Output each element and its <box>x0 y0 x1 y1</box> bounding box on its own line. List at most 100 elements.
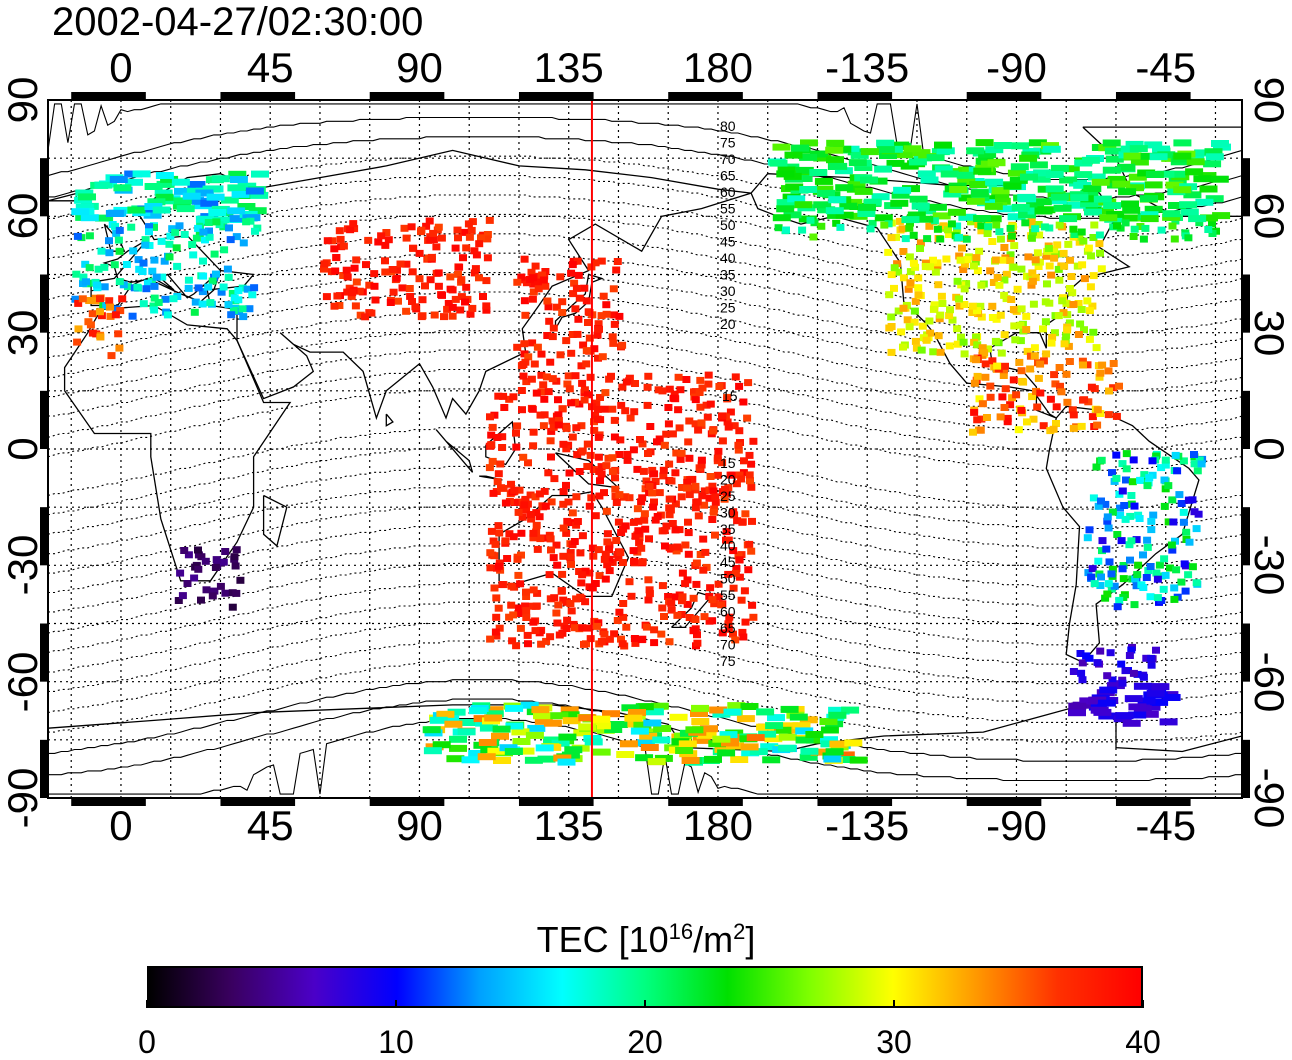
tec-cell <box>933 259 942 267</box>
tec-cell <box>534 717 553 725</box>
tec-cell <box>558 405 567 413</box>
tec-cell <box>323 237 332 245</box>
tec-cell <box>489 489 498 497</box>
tec-cell <box>676 455 685 463</box>
tec-cell <box>735 573 744 581</box>
tec-cell <box>1031 274 1040 282</box>
tec-cell <box>519 361 528 368</box>
tec-cell <box>1188 496 1197 504</box>
tec-cell <box>601 389 610 397</box>
tec-cell <box>597 257 606 265</box>
tec-cell <box>578 532 587 540</box>
tec-cell <box>545 317 554 325</box>
tec-cell <box>850 151 869 159</box>
contour-label: 25 <box>720 300 736 316</box>
axis-tick-label: 0 <box>0 437 46 461</box>
tec-cell <box>724 423 733 431</box>
tec-cell <box>619 493 628 501</box>
tec-cell <box>1097 497 1105 505</box>
tec-cell <box>139 259 148 267</box>
tec-cell <box>534 278 542 286</box>
tec-cell <box>1156 170 1175 178</box>
tec-cell <box>150 223 158 231</box>
tec-cell <box>662 430 671 438</box>
tec-cell <box>992 256 1000 264</box>
tec-cell <box>691 420 700 428</box>
tec-cell <box>1190 451 1198 458</box>
contour-label: 55 <box>720 201 736 217</box>
tec-cell <box>887 271 896 279</box>
tec-cell <box>1085 335 1094 343</box>
tec-cell <box>704 371 713 379</box>
tec-cell <box>339 272 348 279</box>
tec-cell <box>190 574 199 582</box>
tec-cell <box>911 202 930 210</box>
tec-cell <box>698 384 707 392</box>
tec-cell <box>118 295 127 303</box>
tec-cell <box>546 633 555 641</box>
tec-cell <box>1052 403 1061 411</box>
tec-cell <box>605 635 614 643</box>
tec-cell <box>968 309 977 316</box>
tec-cell <box>160 257 169 265</box>
tec-cell <box>224 301 233 309</box>
tec-cell <box>1059 215 1078 223</box>
tec-cell <box>684 529 693 537</box>
tec-cell <box>868 219 877 227</box>
tec-cell <box>774 224 783 232</box>
tec-cell <box>485 216 494 224</box>
tec-cell <box>961 260 970 268</box>
tec-cell <box>1144 141 1163 149</box>
tec-cell <box>800 139 818 147</box>
tec-cell <box>817 222 826 230</box>
tec-cell <box>1102 166 1121 174</box>
tec-cell <box>1097 456 1106 464</box>
tec-cell <box>1022 312 1031 320</box>
tec-cell <box>365 281 374 289</box>
tec-cell <box>1096 410 1105 417</box>
tec-cell <box>561 711 580 719</box>
tec-cell <box>795 727 814 735</box>
axis-tick-label: -90 <box>986 44 1047 91</box>
tec-cell <box>592 715 611 723</box>
tec-cell <box>1090 580 1099 588</box>
tec-cell <box>531 706 550 714</box>
tec-cell <box>747 547 756 555</box>
tec-cell <box>122 261 131 268</box>
tec-cell <box>491 628 500 636</box>
tec-cell <box>523 631 532 639</box>
tec-cell <box>105 210 124 217</box>
tec-cell <box>580 284 589 292</box>
tec-cell <box>723 418 732 426</box>
tec-cell <box>1065 319 1074 327</box>
tec-cell <box>1095 373 1104 381</box>
tec-cell <box>792 722 811 730</box>
tec-cell <box>524 756 543 764</box>
tec-cell <box>1046 395 1055 403</box>
tec-cell <box>598 353 607 361</box>
tec-cell <box>1019 154 1038 162</box>
contour-label: 50 <box>720 571 736 587</box>
tec-cell <box>216 582 225 590</box>
tec-cell <box>558 309 567 316</box>
tec-cell <box>364 236 373 244</box>
tec-cell <box>1092 344 1101 352</box>
tec-cell <box>825 207 844 215</box>
tec-cell <box>1096 647 1105 655</box>
tec-cell <box>95 214 114 222</box>
tec-cell <box>597 463 606 471</box>
tec-cell <box>724 620 733 628</box>
tec-cell <box>75 189 94 197</box>
tec-cell <box>573 451 582 459</box>
tec-cell <box>169 295 178 303</box>
tec-cell <box>601 575 610 583</box>
tec-cell <box>150 306 159 314</box>
tec-cell <box>529 442 538 450</box>
tec-cell <box>863 198 882 206</box>
tec-cell <box>673 543 682 551</box>
tec-cell <box>409 244 417 252</box>
tec-cell <box>640 744 659 751</box>
tec-cell <box>332 254 341 261</box>
tec-cell <box>563 380 572 388</box>
tec-cell <box>722 528 731 536</box>
